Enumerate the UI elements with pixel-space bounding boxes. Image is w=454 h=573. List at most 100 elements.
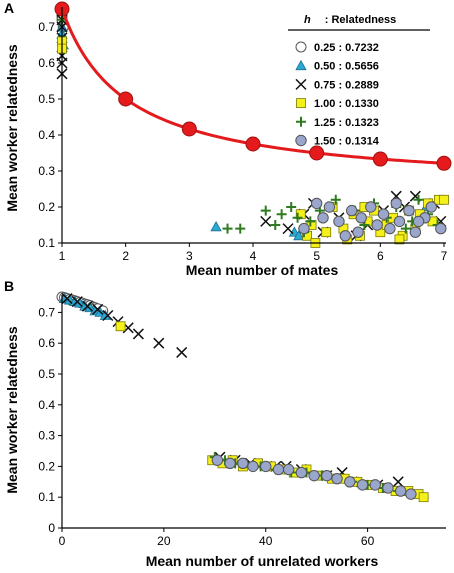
y-tick-label-b: 0.4: [38, 398, 55, 412]
legend-label: 1.00 : 0.1330: [314, 98, 379, 110]
marker-legend-triangle: [295, 59, 307, 71]
x-tick-label-a: 5: [313, 249, 320, 263]
marker-x: [153, 337, 165, 349]
curve-point: [309, 145, 325, 161]
marker-circle-filled: [365, 201, 377, 213]
marker-circle-filled: [409, 226, 422, 238]
marker-circle-filled: [435, 222, 447, 235]
legend-a: h: Relatedness 0.25 : 0.7232 0.50 : 0.565…: [288, 14, 430, 148]
y-tick-label-a: 0.7: [38, 20, 55, 34]
series-circle-filled-a: [298, 197, 447, 242]
x-tick-label-b: 40: [259, 534, 273, 548]
curve-point: [436, 155, 452, 171]
marker-circle-filled: [384, 222, 396, 235]
marker-plus: [400, 223, 411, 234]
marker-circle-filled: [382, 482, 394, 494]
x-tick-label-b: 60: [361, 534, 375, 548]
marker-circle-filled: [317, 212, 329, 224]
marker-circle-filled: [308, 469, 320, 482]
marker-plus: [276, 209, 287, 220]
series-circle-filled-b: [211, 454, 417, 500]
marker-circle-filled: [298, 222, 310, 235]
x-axis-label-a: Mean number of mates: [186, 262, 339, 278]
marker-circle-filled: [211, 454, 224, 466]
marker-circle-filled: [352, 226, 364, 238]
marker-circle-filled: [356, 479, 369, 491]
x-tick-label-a: 3: [186, 249, 193, 263]
y-tick-label-b: 0: [48, 521, 55, 535]
marker-square: [418, 492, 429, 503]
marker-circle-filled: [390, 197, 402, 210]
x-tick-label-a: 1: [59, 249, 66, 263]
marker-triangle: [293, 229, 305, 241]
x-tick-label-a: 2: [122, 249, 129, 263]
marker-circle-filled: [247, 460, 259, 473]
marker-circle-filled: [295, 466, 308, 479]
series-x-a: [56, 14, 447, 242]
marker-circle-filled: [237, 457, 249, 470]
marker-x: [61, 293, 73, 305]
marker-x: [81, 300, 93, 312]
marker-plus: [413, 194, 424, 205]
marker-circle-filled: [403, 204, 415, 217]
marker-x: [392, 476, 404, 488]
marker-x: [132, 328, 144, 340]
y-tick-label-b: 0.3: [38, 429, 55, 443]
x-tick-label-a: 7: [441, 249, 448, 263]
marker-circle-filled: [344, 476, 356, 488]
marker-legend-circle-filled: [295, 134, 307, 147]
marker-x: [71, 296, 83, 308]
y-tick-label-a: 0.2: [38, 200, 55, 214]
panel-label-b: B: [4, 278, 14, 294]
marker-x: [92, 303, 104, 315]
x-tick-label-a: 4: [250, 249, 257, 263]
marker-circle-filled: [282, 463, 295, 476]
marker-triangle: [210, 220, 222, 232]
legend-label: 0.50 : 0.5656: [314, 61, 379, 73]
legend-label: 0.25 : 0.7232: [314, 42, 379, 54]
marker-plus: [305, 216, 316, 227]
marker-x: [282, 223, 294, 235]
x-axis-label-b: Mean number of unrelated workers: [146, 553, 379, 569]
y-tick-label-a: 0.5: [38, 92, 55, 106]
legend-label: 1.50 : 0.1314: [314, 136, 380, 148]
marker-circle-filled: [323, 201, 336, 213]
marker-circle-filled: [395, 485, 407, 497]
marker-x: [176, 346, 188, 358]
marker-legend-circle-open: [295, 41, 307, 53]
curve-point: [118, 91, 134, 107]
marker-plus: [286, 202, 297, 212]
marker-circle-filled: [405, 488, 417, 500]
marker-circle-filled: [331, 473, 343, 485]
y-tick-label-b: 0.7: [38, 305, 55, 319]
y-axis-label-b: Mean worker relatedness: [4, 326, 20, 494]
legend-label: 0.75 : 0.2889: [314, 79, 379, 91]
y-tick-label-a: 0.6: [38, 56, 55, 70]
marker-square: [394, 234, 405, 245]
panel-a: A Mean worker relatedness Mean number of…: [4, 0, 452, 278]
marker-circle-filled: [425, 201, 437, 213]
marker-legend-x: [295, 78, 307, 90]
marker-circle-filled: [272, 463, 285, 476]
marker-x: [260, 215, 272, 227]
marker-circle-filled: [310, 197, 323, 210]
marker-plus: [270, 220, 281, 230]
x-tick-label-a: 6: [377, 249, 384, 263]
marker-circle-filled: [345, 204, 358, 217]
y-tick-label-b: 0.5: [38, 367, 55, 381]
marker-plus: [222, 223, 233, 234]
marker-plus: [292, 212, 303, 223]
marker-circle-filled: [369, 479, 381, 491]
panel-label-a: A: [4, 0, 14, 16]
marker-legend-plus: [296, 116, 306, 127]
marker-circle-filled: [339, 230, 352, 242]
marker-x: [102, 309, 114, 322]
y-tick-label-a: 0.4: [38, 128, 55, 142]
y-tick-label-a: 0.1: [38, 236, 55, 250]
marker-circle-filled: [224, 457, 236, 470]
marker-circle-filled: [393, 215, 406, 228]
marker-circle-filled: [260, 460, 272, 473]
y-axis-label-a: Mean worker relatedness: [4, 44, 20, 212]
y-tick-label-b: 0.1: [38, 490, 55, 504]
